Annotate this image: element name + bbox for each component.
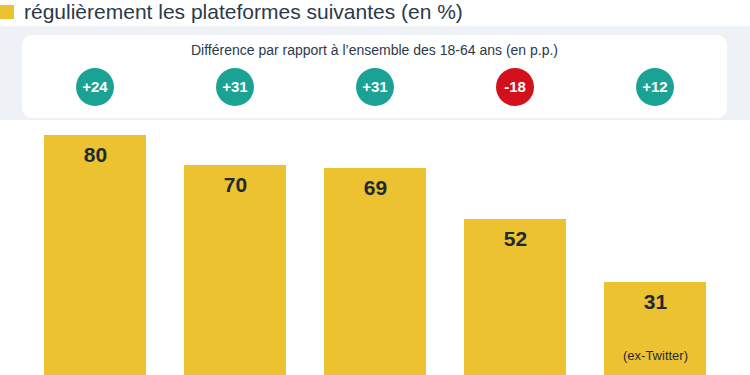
svg-text:+24: +24 bbox=[82, 78, 108, 95]
svg-text:+31: +31 bbox=[222, 78, 247, 95]
svg-text:-18: -18 bbox=[504, 78, 526, 95]
svg-text:(ex-Twitter): (ex-Twitter) bbox=[623, 348, 688, 363]
svg-text:69: 69 bbox=[364, 176, 387, 199]
svg-text:31: 31 bbox=[644, 290, 668, 313]
svg-text:52: 52 bbox=[504, 227, 527, 250]
svg-text:+12: +12 bbox=[642, 78, 667, 95]
html-text:Différence par rapport à l’ens: Différence par rapport à l’ensemble des … bbox=[191, 42, 558, 58]
svg-text:80: 80 bbox=[84, 143, 107, 166]
html-text:régulièrement les plateformes: régulièrement les plateformes suivantes … bbox=[24, 0, 463, 23]
svg-text:+31: +31 bbox=[362, 78, 387, 95]
svg-text:70: 70 bbox=[224, 173, 247, 196]
